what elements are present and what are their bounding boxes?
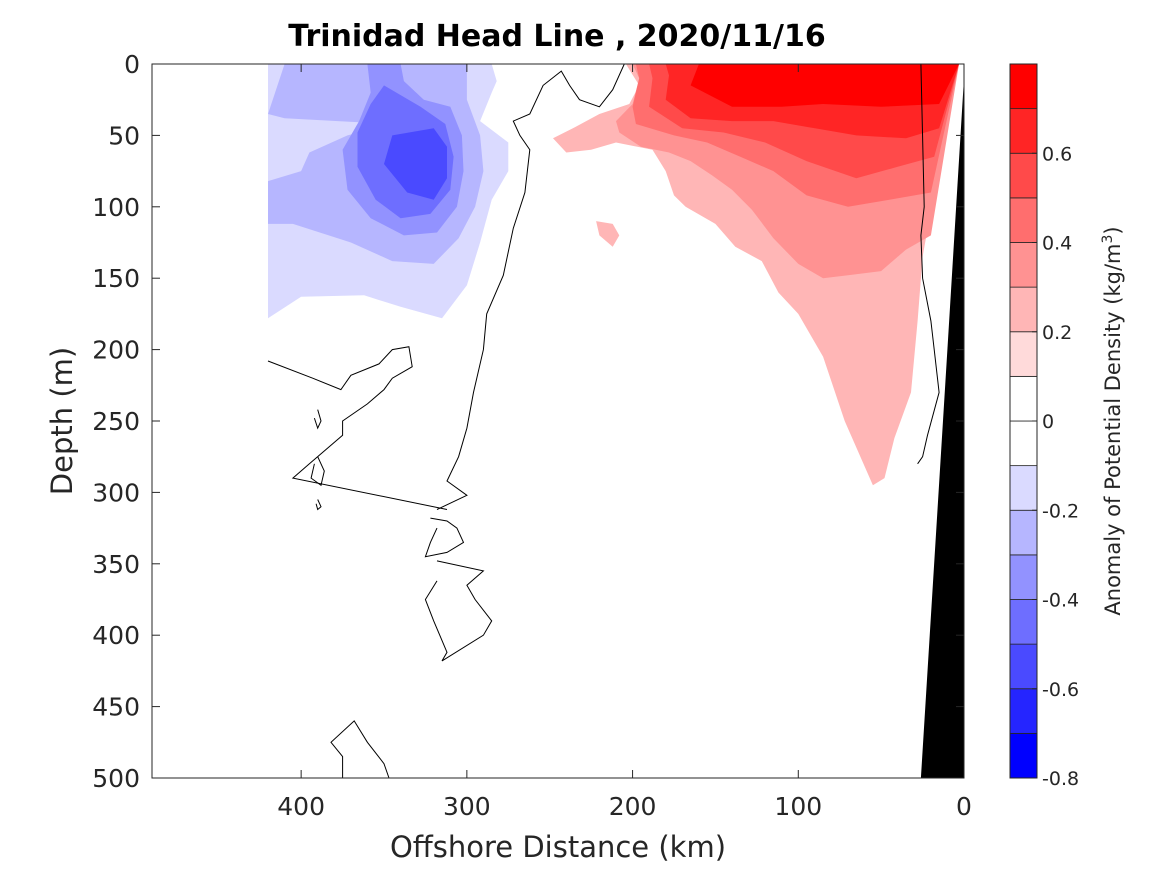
colorbar-segment-9 (1009, 331, 1038, 377)
colorbar-segment-6 (1009, 465, 1038, 511)
colorbar-segment-5 (1009, 509, 1038, 556)
colorbar-tick-label: -0.4 (1042, 590, 1079, 612)
zero-contour-line-6 (315, 499, 322, 511)
colorbar-segment-0 (1009, 732, 1038, 779)
y-tick-label: 250 (92, 407, 140, 436)
y-tick-label: 500 (92, 764, 140, 793)
colorbar-tick-label: -0.6 (1042, 679, 1079, 701)
y-tick-label: 400 (92, 621, 140, 650)
x-tick-label: 400 (277, 792, 325, 821)
colorbar-tick-label: 0.6 (1042, 143, 1072, 165)
colorbar-segment-4 (1009, 554, 1038, 600)
y-tick-label: 200 (92, 336, 140, 365)
zero-contour-line-7 (330, 720, 390, 778)
x-tick-label: 100 (774, 792, 822, 821)
zero-contour-line-0 (436, 64, 625, 510)
x-axis: 400 300 200 100 0 (277, 64, 972, 821)
y-tick-label: 150 (92, 264, 140, 293)
y-axis: 0 50 100 150 200 250 300 350 400 450 500 (92, 50, 964, 793)
colorbar-segment-11 (1009, 242, 1038, 288)
y-tick-label: 100 (92, 193, 140, 222)
colorbar-segment-13 (1009, 152, 1038, 199)
colorbar-segment-8 (1009, 375, 1038, 422)
zero-contour-line-3 (424, 560, 493, 662)
x-axis-label: Offshore Distance (km) (390, 830, 726, 864)
colorbar-segment-3 (1009, 599, 1038, 645)
contour-region-11 (690, 64, 959, 107)
x-tick-label: 0 (956, 792, 972, 821)
colorbar-tick-label: 0 (1042, 411, 1054, 433)
y-tick-label: 50 (108, 121, 140, 150)
colorbar-label-superscript: 3 (1100, 235, 1116, 244)
zero-contour-line-8 (917, 64, 940, 465)
colorbar: -0.8 -0.6 -0.4 -0.2 0 0.2 0.4 0.6 (1009, 63, 1079, 790)
colorbar-label: Anomaly of Potential Density (kg/m3) (1100, 226, 1125, 615)
y-tick-label: 0 (124, 50, 140, 79)
zero-contour-line-4 (313, 409, 322, 430)
colorbar-tick-label: 0.4 (1042, 233, 1072, 255)
x-tick-label: 200 (609, 792, 657, 821)
colorbar-tick-label: 0.2 (1042, 322, 1072, 344)
contour-fill-layer (268, 64, 959, 486)
colorbar-tick-label: -0.8 (1042, 768, 1079, 790)
y-tick-label: 450 (92, 693, 140, 722)
colorbar-segment-14 (1009, 108, 1038, 154)
zero-contour-layer (267, 64, 940, 778)
chart-title: Trinidad Head Line , 2020/11/16 (288, 19, 825, 54)
colorbar-label-main: Anomaly of Potential Density (kg/m (1101, 244, 1125, 616)
zero-contour-line-1 (267, 346, 448, 510)
zero-contour-line-2 (424, 517, 465, 558)
colorbar-segment-1 (1009, 688, 1038, 734)
colorbar-segment-7 (1009, 420, 1038, 467)
y-axis-label: Depth (m) (45, 347, 79, 495)
zero-contour-line-5 (310, 456, 325, 487)
colorbar-segment-10 (1009, 286, 1038, 333)
colorbar-label-close: ) (1101, 226, 1125, 234)
contour-region-4 (384, 128, 447, 200)
y-tick-label: 300 (92, 478, 140, 507)
colorbar-segment-15 (1009, 63, 1038, 110)
colorbar-segment-12 (1009, 197, 1038, 243)
bathymetry-wedge (920, 64, 964, 778)
bathymetry-layer (920, 64, 964, 778)
contour-region-6 (596, 221, 620, 247)
y-tick-label: 350 (92, 550, 140, 579)
colorbar-segment-2 (1009, 643, 1038, 690)
colorbar-tick-label: -0.2 (1042, 500, 1079, 522)
x-tick-label: 300 (443, 792, 491, 821)
